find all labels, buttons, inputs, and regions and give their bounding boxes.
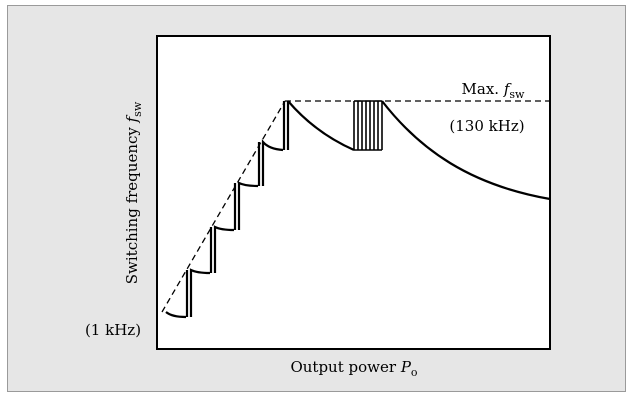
plot-area	[156, 35, 551, 350]
max-frequency-label: Max. fsw	[462, 80, 526, 101]
envelope-line	[161, 100, 286, 313]
y-axis-label: Switching frequency fsw	[123, 101, 144, 284]
burst-region	[353, 100, 383, 151]
max-frequency-value: (130 kHz)	[449, 117, 524, 135]
stepped-frequency-curve	[165, 101, 290, 319]
x-axis-label: Output power Po	[290, 358, 417, 379]
min-frequency-value: (1 kHz)	[85, 321, 141, 339]
high-power-curve	[287, 100, 551, 201]
